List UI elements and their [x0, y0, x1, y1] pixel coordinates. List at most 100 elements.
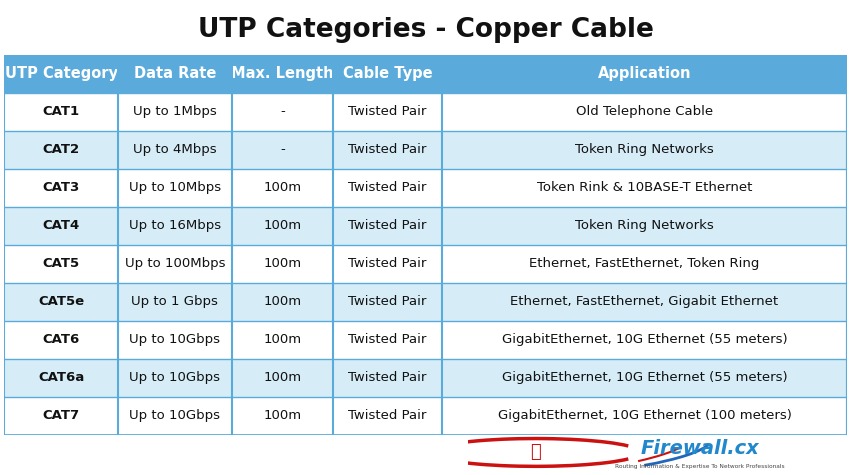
Bar	[443, 207, 847, 245]
Text: CAT2: CAT2	[43, 143, 80, 156]
Bar	[118, 283, 231, 321]
Bar	[333, 321, 443, 359]
Text: Up to 10Mbps: Up to 10Mbps	[129, 181, 221, 194]
Bar	[231, 283, 333, 321]
Bar	[231, 131, 333, 169]
Text: 100m: 100m	[263, 333, 301, 346]
Text: 100m: 100m	[263, 409, 301, 422]
Bar	[443, 245, 847, 283]
Bar	[333, 169, 443, 207]
Bar	[333, 55, 443, 93]
Bar	[443, 169, 847, 207]
Text: Token Rink & 10BASE-T Ethernet: Token Rink & 10BASE-T Ethernet	[537, 181, 752, 194]
Text: Twisted Pair: Twisted Pair	[348, 257, 426, 270]
Text: 100m: 100m	[263, 295, 301, 308]
Bar	[333, 283, 443, 321]
Text: Application: Application	[597, 66, 691, 81]
Bar	[443, 93, 847, 131]
Text: Twisted Pair: Twisted Pair	[348, 105, 426, 118]
Text: -: -	[280, 105, 284, 118]
Text: Up to 10Gbps: Up to 10Gbps	[129, 333, 220, 346]
Bar	[231, 55, 333, 93]
Text: 100m: 100m	[263, 181, 301, 194]
Bar	[443, 321, 847, 359]
Bar	[118, 397, 231, 435]
Text: Twisted Pair: Twisted Pair	[348, 295, 426, 308]
Bar	[4, 283, 118, 321]
Text: CAT1: CAT1	[43, 105, 80, 118]
Bar	[4, 169, 118, 207]
Bar	[333, 359, 443, 397]
Text: Twisted Pair: Twisted Pair	[348, 371, 426, 384]
Bar	[443, 55, 847, 93]
Bar	[4, 131, 118, 169]
Text: GigabitEthernet, 10G Ethernet (100 meters): GigabitEthernet, 10G Ethernet (100 meter…	[498, 409, 791, 422]
Text: CAT4: CAT4	[43, 219, 80, 232]
Bar	[443, 283, 847, 321]
Text: Twisted Pair: Twisted Pair	[348, 409, 426, 422]
Text: Ethernet, FastEthernet, Token Ring: Ethernet, FastEthernet, Token Ring	[529, 257, 760, 270]
Text: Up to 4Mbps: Up to 4Mbps	[133, 143, 217, 156]
Text: 100m: 100m	[263, 257, 301, 270]
Text: Up to 1Mbps: Up to 1Mbps	[133, 105, 217, 118]
Bar	[4, 397, 118, 435]
Bar	[118, 169, 231, 207]
Text: GigabitEthernet, 10G Ethernet (55 meters): GigabitEthernet, 10G Ethernet (55 meters…	[502, 333, 787, 346]
Bar	[231, 169, 333, 207]
Text: Firewall.cx: Firewall.cx	[641, 439, 760, 458]
Text: Up to 10Gbps: Up to 10Gbps	[129, 409, 220, 422]
Text: UTP Categories - Copper Cable: UTP Categories - Copper Cable	[197, 17, 654, 43]
Text: GigabitEthernet, 10G Ethernet (55 meters): GigabitEthernet, 10G Ethernet (55 meters…	[502, 371, 787, 384]
Text: Twisted Pair: Twisted Pair	[348, 219, 426, 232]
Bar	[443, 359, 847, 397]
Text: 100m: 100m	[263, 371, 301, 384]
Text: Cable Type: Cable Type	[343, 66, 432, 81]
Text: Up to 1 Gbps: Up to 1 Gbps	[131, 295, 219, 308]
Text: Ethernet, FastEthernet, Gigabit Ethernet: Ethernet, FastEthernet, Gigabit Ethernet	[511, 295, 779, 308]
Bar	[118, 131, 231, 169]
Bar	[4, 359, 118, 397]
Text: CAT7: CAT7	[43, 409, 80, 422]
Bar	[118, 207, 231, 245]
Text: UTP Category: UTP Category	[4, 66, 117, 81]
Text: Up to 100Mbps: Up to 100Mbps	[124, 257, 226, 270]
Bar	[333, 93, 443, 131]
Text: Twisted Pair: Twisted Pair	[348, 143, 426, 156]
Bar	[4, 321, 118, 359]
Bar	[118, 245, 231, 283]
Bar	[231, 207, 333, 245]
Bar	[333, 207, 443, 245]
Text: 100m: 100m	[263, 219, 301, 232]
Bar	[231, 359, 333, 397]
Bar	[4, 55, 118, 93]
Bar	[443, 131, 847, 169]
Bar	[333, 245, 443, 283]
Text: -: -	[280, 143, 284, 156]
Bar	[231, 397, 333, 435]
Text: Data Rate: Data Rate	[134, 66, 216, 81]
Bar	[443, 397, 847, 435]
Bar	[231, 93, 333, 131]
Text: Token Ring Networks: Token Ring Networks	[575, 219, 714, 232]
Bar	[4, 93, 118, 131]
Text: Up to 16Mbps: Up to 16Mbps	[129, 219, 221, 232]
Text: CAT3: CAT3	[43, 181, 80, 194]
Bar	[118, 321, 231, 359]
Text: CAT6a: CAT6a	[38, 371, 84, 384]
Text: Up to 10Gbps: Up to 10Gbps	[129, 371, 220, 384]
Text: Token Ring Networks: Token Ring Networks	[575, 143, 714, 156]
Text: CAT5e: CAT5e	[38, 295, 84, 308]
Text: Twisted Pair: Twisted Pair	[348, 181, 426, 194]
Bar	[4, 207, 118, 245]
Bar	[4, 245, 118, 283]
Bar	[333, 397, 443, 435]
Text: CAT5: CAT5	[43, 257, 80, 270]
Bar	[118, 55, 231, 93]
Bar	[118, 359, 231, 397]
Text: Max. Length: Max. Length	[231, 66, 334, 81]
Bar	[333, 131, 443, 169]
Text: Twisted Pair: Twisted Pair	[348, 333, 426, 346]
Text: Routing Information & Expertise To Network Professionals: Routing Information & Expertise To Netwo…	[615, 465, 785, 469]
Bar	[118, 93, 231, 131]
Text: Old Telephone Cable: Old Telephone Cable	[576, 105, 713, 118]
